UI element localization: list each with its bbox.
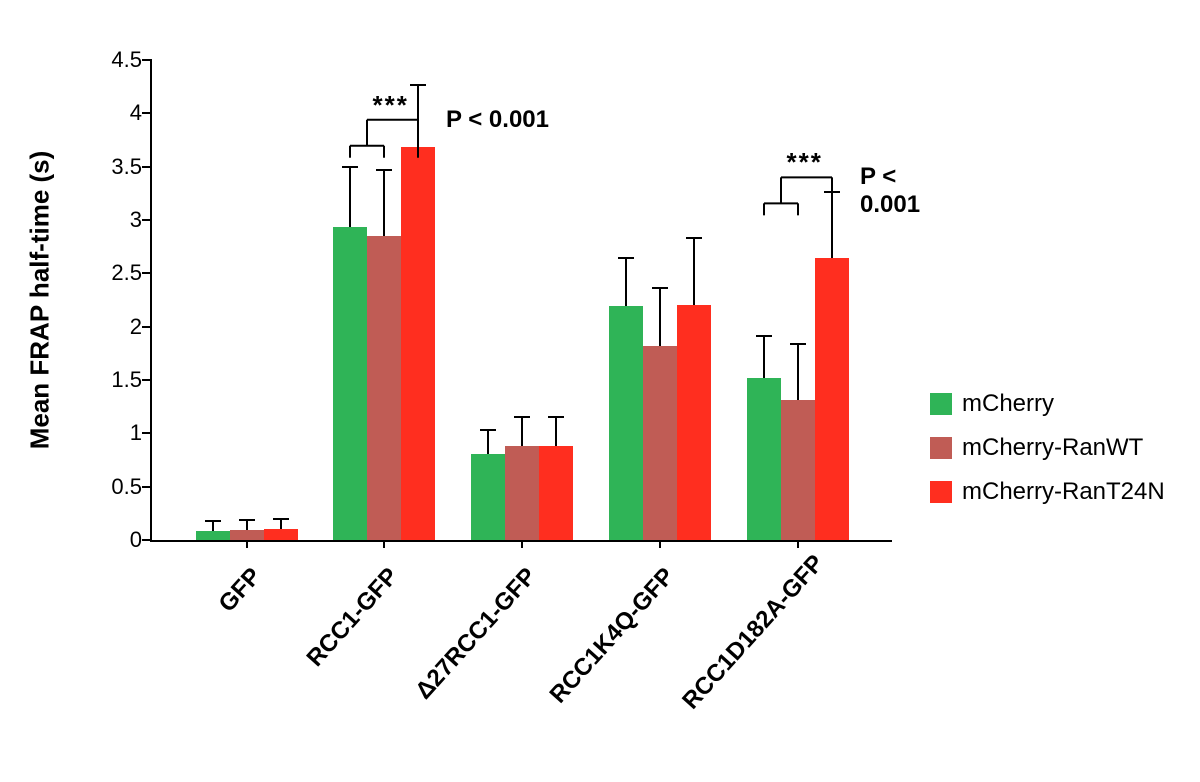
plot-area: 00.511.522.533.544.5GFPRCC1-GFPΔ27RCC1-G… (150, 60, 892, 542)
significance-stars: *** (787, 147, 823, 178)
x-tick (521, 540, 523, 548)
y-axis-label: Mean FRAP half-time (s) (25, 151, 56, 450)
y-tick-label: 2.5 (102, 260, 142, 286)
y-tick (142, 166, 152, 168)
legend-swatch (930, 481, 952, 503)
x-tick (383, 540, 385, 548)
x-tick-label: RCC1-GFP (263, 563, 404, 716)
chart-stage: Mean FRAP half-time (s) 00.511.522.533.5… (0, 0, 1200, 782)
significance-p-value: P < 0.001 (860, 163, 920, 219)
legend: mCherry mCherry-RanWT mCherry-RanT24N (930, 390, 1165, 522)
x-tick-label: RCC1K4Q-GFP (539, 563, 680, 716)
legend-label: mCherry (962, 390, 1054, 418)
y-tick-label: 4 (102, 100, 142, 126)
legend-label: mCherry-RanT24N (962, 478, 1165, 506)
y-tick-label: 3 (102, 207, 142, 233)
y-tick (142, 432, 152, 434)
y-tick (142, 59, 152, 61)
y-tick-label: 3.5 (102, 154, 142, 180)
x-tick (659, 540, 661, 548)
y-tick-label: 0 (102, 527, 142, 553)
x-tick (797, 540, 799, 548)
x-tick-label: GFP (126, 563, 267, 716)
y-tick-label: 2 (102, 314, 142, 340)
y-tick-label: 0.5 (102, 474, 142, 500)
legend-item: mCherry (930, 390, 1165, 418)
y-tick-label: 4.5 (102, 47, 142, 73)
legend-label: mCherry-RanWT (962, 434, 1143, 462)
legend-item: mCherry-RanT24N (930, 478, 1165, 506)
legend-swatch (930, 393, 952, 415)
y-tick-label: 1 (102, 420, 142, 446)
y-tick (142, 486, 152, 488)
y-tick (142, 219, 152, 221)
y-tick-label: 1.5 (102, 367, 142, 393)
x-tick-label: Δ27RCC1-GFP (401, 563, 542, 716)
legend-swatch (930, 437, 952, 459)
y-tick (142, 326, 152, 328)
x-tick (246, 540, 248, 548)
y-tick (142, 112, 152, 114)
legend-item: mCherry-RanWT (930, 434, 1165, 462)
x-tick-label: RCC1D182A-GFP (677, 563, 818, 716)
y-tick (142, 379, 152, 381)
y-tick (142, 539, 152, 541)
y-tick (142, 272, 152, 274)
significance-bracket (152, 60, 892, 540)
